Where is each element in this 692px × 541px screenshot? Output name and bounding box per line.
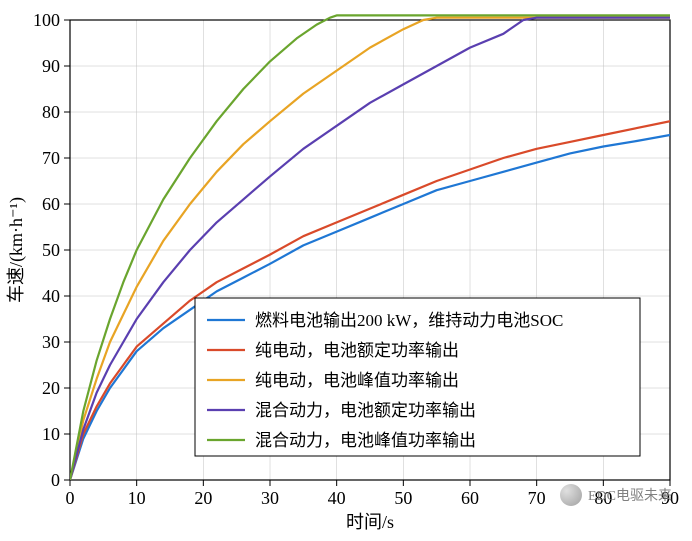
- svg-text:混合动力，电池峰值功率输出: 混合动力，电池峰值功率输出: [255, 431, 476, 450]
- svg-text:60: 60: [461, 488, 479, 508]
- svg-text:60: 60: [42, 194, 60, 214]
- svg-text:纯电动，电池额定功率输出: 纯电动，电池额定功率输出: [255, 341, 459, 360]
- svg-text:10: 10: [42, 424, 60, 444]
- svg-text:10: 10: [128, 488, 146, 508]
- svg-text:车速/(km·h⁻¹): 车速/(km·h⁻¹): [6, 197, 27, 303]
- svg-text:20: 20: [194, 488, 212, 508]
- svg-text:80: 80: [42, 102, 60, 122]
- svg-text:50: 50: [42, 240, 60, 260]
- watermark-text: EDC电驱未来: [588, 485, 672, 505]
- svg-text:时间/s: 时间/s: [346, 512, 394, 532]
- svg-text:50: 50: [394, 488, 412, 508]
- svg-text:30: 30: [42, 332, 60, 352]
- svg-text:纯电动，电池峰值功率输出: 纯电动，电池峰值功率输出: [255, 371, 459, 390]
- svg-text:混合动力，电池额定功率输出: 混合动力，电池额定功率输出: [255, 401, 476, 420]
- svg-text:燃料电池输出200 kW，维持动力电池SOC: 燃料电池输出200 kW，维持动力电池SOC: [255, 311, 563, 330]
- svg-text:0: 0: [51, 470, 60, 490]
- watermark: EDC电驱未来: [560, 484, 672, 506]
- speed-time-line-chart: 0102030405060708090010203040506070809010…: [0, 0, 692, 536]
- wechat-icon: [560, 484, 582, 506]
- svg-text:20: 20: [42, 378, 60, 398]
- svg-text:70: 70: [42, 148, 60, 168]
- svg-text:40: 40: [42, 286, 60, 306]
- chart-svg: 0102030405060708090010203040506070809010…: [0, 0, 692, 536]
- svg-text:100: 100: [33, 10, 60, 30]
- svg-text:90: 90: [42, 56, 60, 76]
- svg-text:0: 0: [66, 488, 75, 508]
- svg-text:30: 30: [261, 488, 279, 508]
- svg-text:70: 70: [528, 488, 546, 508]
- svg-text:40: 40: [328, 488, 346, 508]
